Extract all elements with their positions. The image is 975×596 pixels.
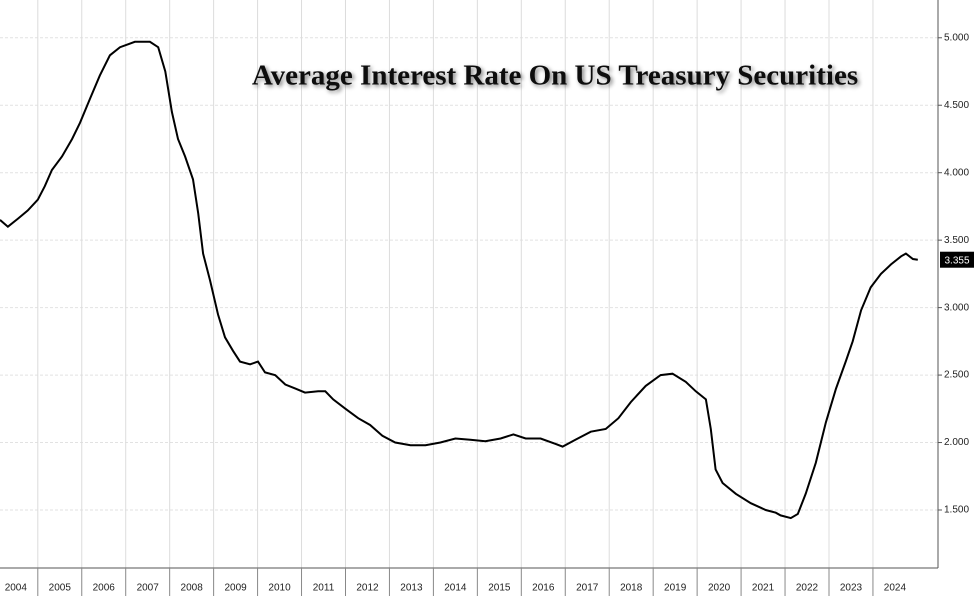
x-tick-label: 2016 [532, 583, 555, 594]
x-tick-label: 2019 [664, 583, 687, 594]
y-tick-label: 3.500 [944, 235, 969, 246]
plot [0, 40, 918, 520]
x-tick-label: 2017 [576, 583, 599, 594]
last-value-label: 3.355 [944, 255, 969, 266]
x-tick-label: 2004 [5, 583, 28, 594]
y-tick-label: 4.500 [944, 100, 969, 111]
x-tick-label: 2023 [840, 583, 863, 594]
x-tick-label: 2022 [796, 583, 819, 594]
last-value-box [940, 251, 974, 268]
x-tick-label: 2008 [181, 583, 204, 594]
x-tick-label: 2015 [488, 583, 511, 594]
line-series [0, 40, 918, 520]
y-tick-label: 2.000 [944, 437, 969, 448]
y-tick-label: 3.000 [944, 302, 969, 313]
x-tick-label: 2006 [93, 583, 116, 594]
x-tick-label: 2021 [752, 583, 775, 594]
y-tick-label: 2.500 [944, 370, 969, 381]
chart-title: Average Interest Rate On US Treasury Sec… [252, 60, 858, 92]
y-tick-label: 1.500 [944, 505, 969, 516]
x-tick-label: 2007 [137, 583, 160, 594]
x-tick-label: 2013 [400, 583, 423, 594]
x-tick-label: 2014 [444, 583, 467, 594]
x-tick-label: 2012 [356, 583, 379, 594]
y-tick-label: 5.000 [944, 32, 969, 43]
y-tick-label: 4.000 [944, 167, 969, 178]
x-tick-label: 2018 [620, 583, 643, 594]
x-tick-label: 2005 [49, 583, 72, 594]
x-tick-label: 2020 [708, 583, 731, 594]
x-tick-label: 2024 [884, 583, 907, 594]
grid [0, 0, 938, 568]
x-tick-label: 2009 [224, 583, 247, 594]
x-tick-label: 2010 [268, 583, 291, 594]
x-tick-label: 2011 [313, 583, 335, 594]
